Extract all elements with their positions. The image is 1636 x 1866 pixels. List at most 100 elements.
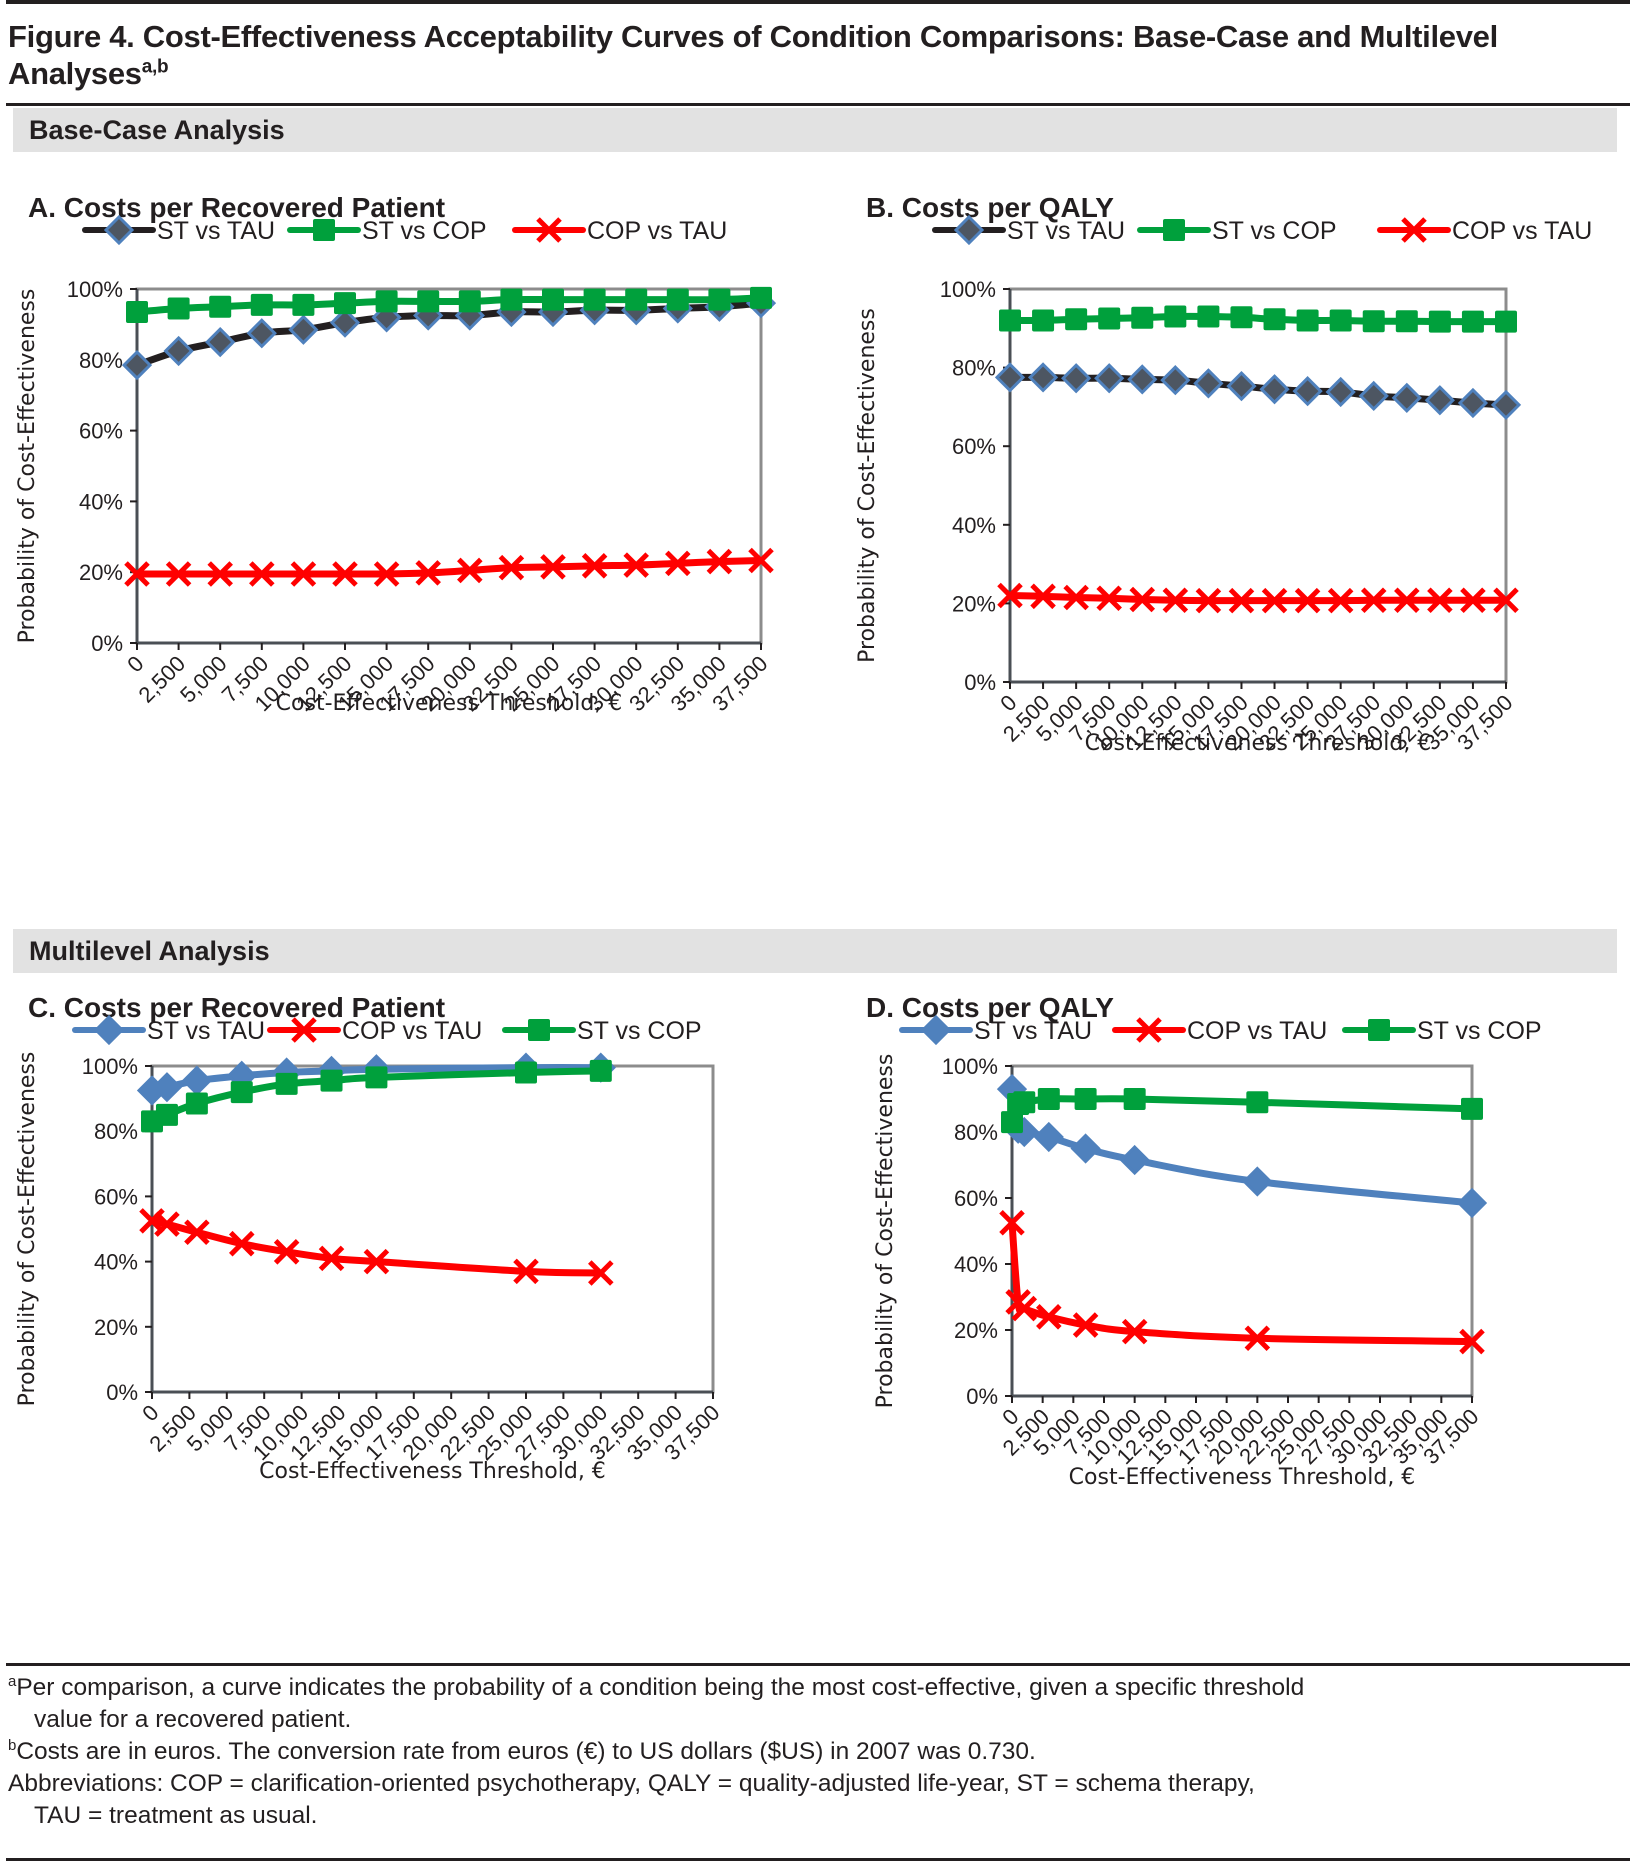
series-line xyxy=(133,557,765,578)
data-point xyxy=(588,1260,614,1286)
series-line xyxy=(133,299,765,369)
data-point xyxy=(1329,309,1352,332)
y-tick-labels: 0% 20% 40% 60% 80% 100% xyxy=(67,277,137,656)
y-tick-label: 20% xyxy=(94,1315,138,1340)
data-point xyxy=(1164,305,1187,328)
y-tick-label: 100% xyxy=(942,1054,998,1079)
legend-item-st-vs-cop: ST vs COP xyxy=(1137,217,1337,245)
legend-label: ST vs COP xyxy=(1417,1017,1542,1045)
y-tick-labels: 0% 20% 40% 60% 80% 100% xyxy=(940,277,1010,695)
data-point xyxy=(246,318,277,349)
legend-label: COP vs TAU xyxy=(342,1017,482,1045)
data-point xyxy=(292,293,315,316)
series-line xyxy=(1006,373,1510,409)
data-point xyxy=(363,1248,390,1275)
figure-title-superscript: a,b xyxy=(141,56,169,78)
plot-area xyxy=(1010,1064,1474,1398)
legend-item-cop-vs-tau: COP vs TAU xyxy=(267,1017,482,1045)
data-point xyxy=(1460,587,1486,614)
y-tick-label: 20% xyxy=(79,560,123,585)
legend: ST vs TAU ST vs COP COP vs TAU xyxy=(932,214,1592,246)
legend-item-cop-vs-tau: COP vs TAU xyxy=(1112,1017,1327,1045)
y-tick-label: 20% xyxy=(954,1318,998,1343)
legend-label: ST vs COP xyxy=(1212,217,1337,245)
data-point xyxy=(332,561,358,587)
data-point xyxy=(155,1103,178,1126)
legend-marker-square-icon xyxy=(1163,219,1185,241)
data-point xyxy=(275,1072,298,1095)
y-tick-label: 60% xyxy=(79,419,123,444)
data-point xyxy=(666,288,689,311)
y-tick-label: 0% xyxy=(91,631,123,656)
data-point xyxy=(750,286,772,309)
data-point xyxy=(540,554,566,580)
data-point xyxy=(583,288,606,311)
legend-item-st-vs-tau: ST vs TAU xyxy=(899,1014,1092,1046)
chart-a: ST vs TAU ST vs COP COP vs TAU 0% 20% 40% 60% 8… xyxy=(15,214,777,716)
legend-item-st-vs-cop: ST vs COP xyxy=(502,1017,702,1045)
x-tick-label: 2,500 xyxy=(134,651,191,708)
data-point xyxy=(1294,587,1321,614)
data-point xyxy=(1246,1091,1269,1114)
legend-label: ST vs TAU xyxy=(157,217,275,245)
y-tick-label: 60% xyxy=(94,1184,138,1209)
series-cop-vs-tau xyxy=(999,1209,1485,1355)
data-point xyxy=(373,561,400,587)
x-tick-label: 5,000 xyxy=(175,651,232,708)
data-point xyxy=(1394,587,1420,614)
data-point xyxy=(375,290,398,313)
legend-marker-x-icon xyxy=(1401,217,1427,243)
data-point xyxy=(1195,587,1222,614)
data-point xyxy=(1327,587,1354,614)
data-point xyxy=(1013,1091,1036,1114)
data-point xyxy=(1160,365,1191,396)
y-axis-label: Probability of Cost-Effectiveness xyxy=(873,1054,898,1409)
series-st-vs-cop xyxy=(1001,1088,1483,1134)
data-point xyxy=(1001,1111,1023,1134)
data-point xyxy=(589,1059,612,1082)
series-line xyxy=(1006,592,1510,605)
data-point xyxy=(1070,1133,1101,1164)
data-point xyxy=(513,1258,539,1285)
x-axis-label: Cost-Effectiveness Threshold, € xyxy=(1085,731,1432,756)
legend-item-st-vs-tau: ST vs TAU xyxy=(82,214,275,246)
x-tick-labels: 02,5005,0007,50010,00012,50015,00017,500… xyxy=(137,1392,725,1465)
data-point xyxy=(1325,376,1356,408)
series-line xyxy=(148,1217,605,1277)
series-cop-vs-tau xyxy=(124,547,774,587)
legend-item-cop-vs-tau: COP vs TAU xyxy=(1377,217,1592,245)
legend-marker-diamond-icon xyxy=(953,214,985,246)
data-point xyxy=(515,1061,537,1084)
data-point xyxy=(458,290,481,313)
y-tick-label: 40% xyxy=(952,513,996,538)
data-point xyxy=(1244,1325,1271,1352)
series-line xyxy=(133,294,765,316)
data-point xyxy=(1162,587,1189,614)
data-point xyxy=(1193,368,1224,399)
data-point xyxy=(748,547,774,574)
y-tick-label: 80% xyxy=(79,348,123,373)
data-point xyxy=(1490,389,1522,421)
data-point xyxy=(334,292,356,315)
data-point xyxy=(1072,1312,1099,1338)
data-point xyxy=(1119,1144,1150,1176)
legend-item-st-vs-cop: ST vs COP xyxy=(287,217,487,245)
data-point xyxy=(997,582,1023,609)
data-point xyxy=(365,1066,388,1089)
data-point xyxy=(1292,376,1323,407)
data-point xyxy=(542,288,564,311)
data-point xyxy=(1360,587,1387,614)
x-tick-label: 0 xyxy=(122,651,148,677)
data-point xyxy=(1230,306,1253,329)
data-point xyxy=(250,293,273,316)
data-point xyxy=(994,362,1026,393)
data-point xyxy=(230,1081,253,1104)
data-point xyxy=(228,1230,255,1257)
legend-marker-x-icon xyxy=(1136,1017,1162,1043)
legend-item-st-vs-cop: ST vs COP xyxy=(1342,1017,1542,1045)
chart-d: ST vs TAU COP vs TAU ST vs COP 0% 20% 40% 60% 8… xyxy=(873,1014,1542,1490)
data-point xyxy=(500,288,523,311)
x-axis-label: Cost-Effectiveness Threshold, € xyxy=(1069,1465,1416,1490)
data-point xyxy=(1027,362,1059,393)
data-point xyxy=(124,561,150,587)
